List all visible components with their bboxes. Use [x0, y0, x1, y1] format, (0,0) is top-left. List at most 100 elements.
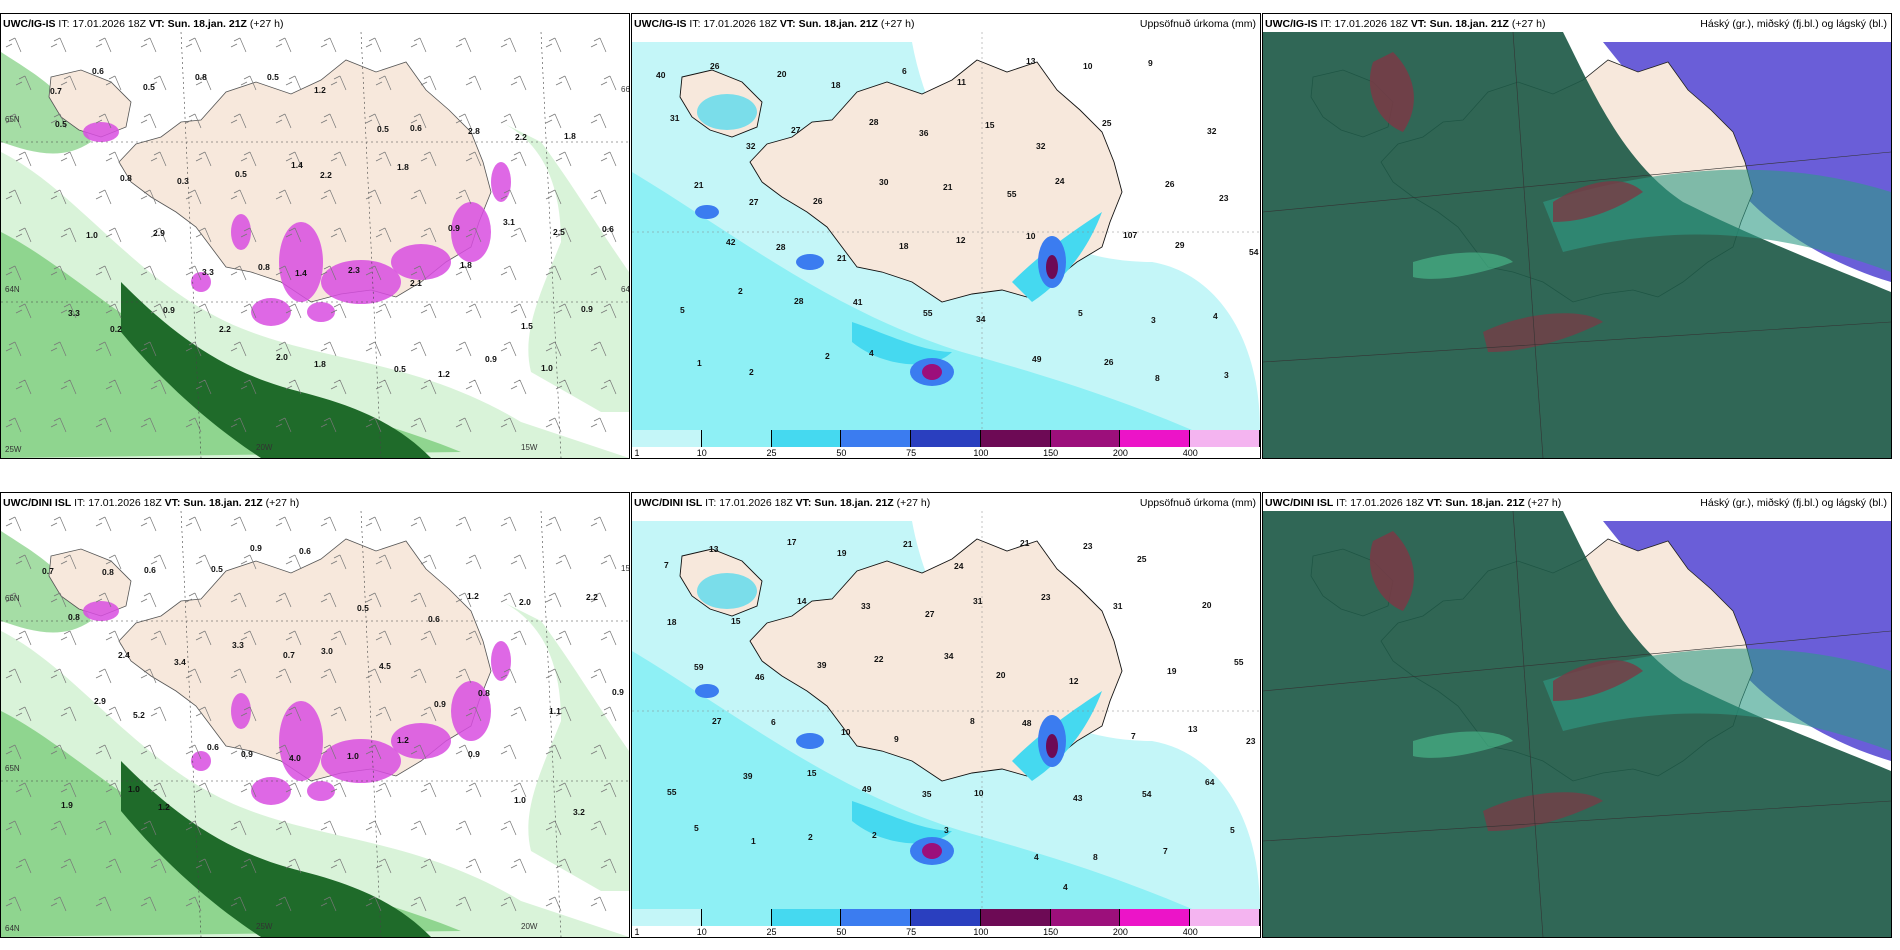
precip-value: 27 [925, 609, 935, 619]
wind-barb [555, 782, 572, 798]
precip-value: 15 [807, 768, 817, 778]
colorbar-tick: 150 [1043, 927, 1059, 937]
precip-value: 2 [738, 286, 743, 296]
cloud-map-panel-ig-is: UWC/IG-IS IT: 17.01.2026 18Z VT: Sun. 18… [1262, 13, 1892, 459]
wind-barb [330, 858, 347, 874]
wind-barb [140, 265, 157, 281]
precip-map: 7 13 17 19 21 24 21 23 25 20 18 15 14 33 27 31 23 31 19 55 5… [632, 511, 1260, 909]
axis-label: 64N [5, 285, 20, 294]
precip-value: 17 [787, 537, 797, 547]
colorbar-segment [980, 430, 1051, 447]
colorbar-tick: 1 [634, 927, 640, 937]
precip-area-10 [632, 172, 1192, 430]
wind-barb [330, 151, 347, 167]
wind-barb [185, 113, 202, 129]
wind-barb [600, 630, 617, 646]
snow-value: 0.8 [102, 567, 114, 577]
snow-value: 0.8 [478, 688, 490, 698]
wind-barb [275, 820, 292, 836]
snow-value: 0.9 [581, 304, 593, 314]
axis-label: 66N [5, 594, 20, 603]
panel-title: UWC/IG-IS IT: 17.01.2026 18Z VT: Sun. 18… [634, 18, 915, 30]
wind-barb [240, 379, 257, 395]
wind-barb [375, 706, 392, 722]
snowfall-blob [191, 751, 211, 771]
snow-value: 2.1 [410, 278, 422, 288]
precip-value: 3 [1151, 315, 1156, 325]
wind-barb [230, 417, 247, 433]
wind-barb [375, 630, 392, 646]
wind-barb [5, 341, 22, 357]
wind-barb [15, 379, 32, 395]
colorbar-segment [980, 909, 1051, 926]
wind-barb [365, 113, 382, 129]
wind-barb [465, 554, 482, 570]
mid-cloud-area [1553, 660, 1643, 701]
precip-value: 12 [956, 235, 966, 245]
snow-value: 0.8 [195, 72, 207, 82]
snowfall-blob [491, 641, 511, 681]
wind-barb [140, 820, 157, 836]
wind-barb [590, 417, 607, 433]
wind-barb [500, 189, 517, 205]
wind-barb [555, 554, 572, 570]
wind-barb [240, 554, 257, 570]
precip-value: 29 [1175, 240, 1185, 250]
snowfall-blob [191, 272, 211, 292]
wind-barb [420, 858, 437, 874]
wind-barb [5, 668, 22, 684]
wind-barb [600, 303, 617, 319]
precip-value: 1 [697, 358, 702, 368]
precip-value: 55 [1007, 189, 1017, 199]
wind-barb [15, 630, 32, 646]
wind-barb [510, 379, 527, 395]
snowfall-blob [231, 693, 251, 729]
wind-barb [320, 744, 337, 760]
wind-barb [185, 265, 202, 281]
wind-barb [60, 151, 77, 167]
wind-barb [285, 706, 302, 722]
wind-barb [455, 265, 472, 281]
precip-value: 15 [985, 120, 995, 130]
longitude-line [180, 511, 202, 937]
precip-value: 46 [755, 672, 765, 682]
wind-barb [320, 37, 337, 53]
precip-value: 7 [664, 560, 669, 570]
precip-value: 2 [872, 830, 877, 840]
wind-barb [455, 820, 472, 836]
wind-barb [50, 113, 67, 129]
wind-barb [140, 516, 157, 532]
wind-barb [15, 858, 32, 874]
wind-barb [500, 37, 517, 53]
precip-value: 19 [1167, 666, 1177, 676]
precip-value: 18 [899, 241, 909, 251]
wind-barb [105, 379, 122, 395]
snow-value: 2.9 [94, 696, 106, 706]
precip-colorbar: 1 10 25 50 75 100 150 200 400 [632, 909, 1260, 937]
precip-value: 32 [1036, 141, 1046, 151]
snow-value: 3.4 [174, 657, 186, 667]
snow-value: 1.8 [397, 162, 409, 172]
wind-barb [545, 265, 562, 281]
wind-barb [555, 151, 572, 167]
precip-area-50 [796, 254, 824, 270]
wind-barb [150, 75, 167, 91]
cloud-map-panel-dini: UWC/DINI ISL IT: 17.01.2026 18Z VT: Sun.… [1262, 492, 1892, 938]
snow-value: 0.7 [42, 566, 54, 576]
colorbar-segment [841, 430, 912, 447]
snow-value: 1.1 [549, 706, 561, 716]
axis-label: 15W [521, 443, 538, 452]
snow-value: 0.5 [377, 124, 389, 134]
snow-value: 2.8 [468, 126, 480, 136]
wind-barb [50, 896, 67, 912]
panel-title: UWC/IG-IS IT: 17.01.2026 18Z VT: Sun. 18… [3, 18, 284, 30]
wind-barb [320, 820, 337, 836]
wind-barb [95, 744, 112, 760]
colorbar-tick: 200 [1112, 448, 1128, 458]
wind-barb [240, 75, 257, 91]
colorbar-tick: 400 [1182, 927, 1198, 937]
precip-value: 3 [1224, 370, 1229, 380]
wind-barb [285, 554, 302, 570]
wind-barb [285, 630, 302, 646]
wind-barb [105, 227, 122, 243]
